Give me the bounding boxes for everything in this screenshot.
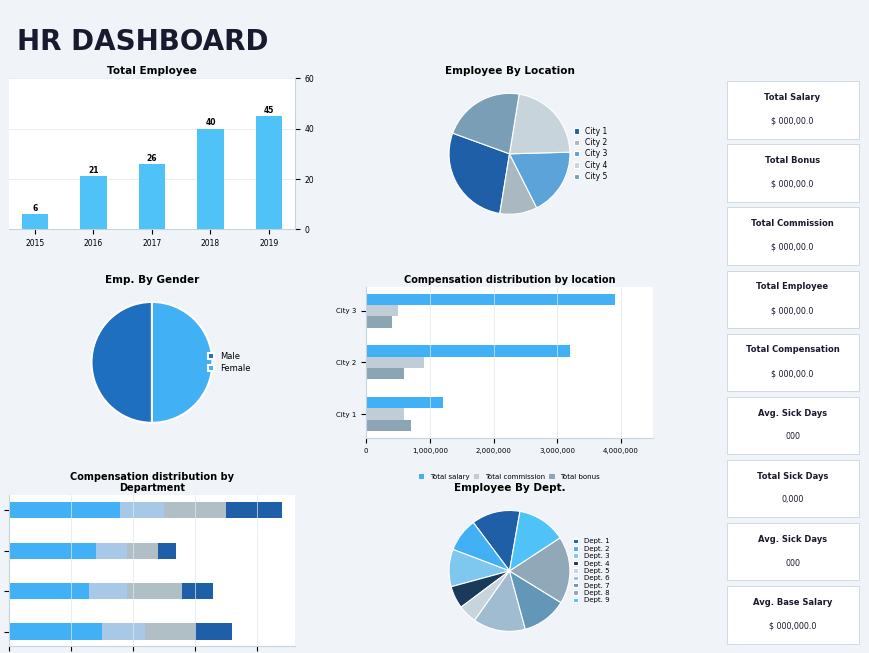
Bar <box>90 583 126 599</box>
Bar <box>366 420 410 431</box>
Text: Total Employee: Total Employee <box>756 282 827 291</box>
Text: 000: 000 <box>784 432 799 441</box>
Wedge shape <box>453 522 509 571</box>
Text: Total Salary: Total Salary <box>764 93 819 102</box>
FancyBboxPatch shape <box>726 523 858 581</box>
Bar <box>9 502 120 518</box>
Bar <box>9 583 90 599</box>
Bar <box>96 543 126 559</box>
FancyBboxPatch shape <box>726 270 858 328</box>
Text: Total Commission: Total Commission <box>750 219 833 228</box>
Legend: City 1, City 2, City 3, City 4, City 5: City 1, City 2, City 3, City 4, City 5 <box>570 123 610 184</box>
Bar <box>126 543 157 559</box>
Bar <box>366 294 614 305</box>
Bar <box>366 357 423 368</box>
Text: Total Compensation: Total Compensation <box>745 345 839 355</box>
Wedge shape <box>473 511 520 571</box>
Bar <box>120 502 163 518</box>
Bar <box>225 502 282 518</box>
Text: Total Bonus: Total Bonus <box>764 156 819 165</box>
Bar <box>197 129 223 229</box>
Wedge shape <box>509 538 569 603</box>
Wedge shape <box>509 94 569 154</box>
Bar <box>195 624 232 639</box>
FancyBboxPatch shape <box>726 460 858 517</box>
Text: $ 000,00.0: $ 000,00.0 <box>771 306 813 315</box>
Text: Avg. Sick Days: Avg. Sick Days <box>757 535 826 544</box>
Text: $ 000,00.0: $ 000,00.0 <box>771 243 813 252</box>
Text: Total Sick Days: Total Sick Days <box>756 471 827 481</box>
Bar <box>163 502 225 518</box>
Text: $ 000,000.0: $ 000,000.0 <box>768 622 815 631</box>
Bar <box>102 624 145 639</box>
Text: 000: 000 <box>784 558 799 567</box>
Title: Employee By Dept.: Employee By Dept. <box>453 483 565 493</box>
Bar <box>366 397 442 408</box>
Title: Emp. By Gender: Emp. By Gender <box>104 275 199 285</box>
Wedge shape <box>91 302 152 422</box>
Text: 40: 40 <box>205 118 216 127</box>
Wedge shape <box>509 511 560 571</box>
Bar <box>9 543 96 559</box>
Legend: Dept. 1, Dept. 2, Dept. 3, Dept. 4, Dept. 5, Dept. 6, Dept. 7, Dept. 8, Dept. 9: Dept. 1, Dept. 2, Dept. 3, Dept. 4, Dept… <box>570 535 611 606</box>
Bar <box>80 176 107 229</box>
Text: Avg. Base Salary: Avg. Base Salary <box>752 598 832 607</box>
Wedge shape <box>152 302 212 422</box>
Bar <box>9 624 102 639</box>
Wedge shape <box>448 133 509 214</box>
Wedge shape <box>461 571 509 620</box>
FancyBboxPatch shape <box>726 397 858 454</box>
Bar <box>126 583 182 599</box>
FancyBboxPatch shape <box>726 144 858 202</box>
Title: Compensation distribution by location: Compensation distribution by location <box>403 275 614 285</box>
Wedge shape <box>451 571 509 607</box>
Bar <box>157 543 176 559</box>
FancyBboxPatch shape <box>726 208 858 265</box>
Bar <box>182 583 213 599</box>
Bar <box>366 408 404 420</box>
Text: 21: 21 <box>88 167 98 175</box>
Title: Employee By Location: Employee By Location <box>444 66 574 76</box>
Text: 26: 26 <box>147 153 157 163</box>
Wedge shape <box>509 571 561 629</box>
Text: $ 000,00.0: $ 000,00.0 <box>771 180 813 189</box>
Text: 6: 6 <box>32 204 37 213</box>
Legend: Total salary, Total commission, Total bonus: Total salary, Total commission, Total bo… <box>415 471 602 483</box>
Text: $ 000,00.0: $ 000,00.0 <box>771 369 813 378</box>
Bar <box>366 368 404 379</box>
Text: Avg. Sick Days: Avg. Sick Days <box>757 409 826 417</box>
Bar <box>22 214 48 229</box>
Title: Total Employee: Total Employee <box>107 66 196 76</box>
Title: Compensation distribution by
Department: Compensation distribution by Department <box>70 471 234 493</box>
Text: 0,000: 0,000 <box>780 496 803 505</box>
Bar <box>255 116 282 229</box>
Bar <box>366 305 398 317</box>
Bar <box>139 164 165 229</box>
Wedge shape <box>509 152 569 208</box>
Text: HR DASHBOARD: HR DASHBOARD <box>17 28 269 56</box>
Text: 45: 45 <box>263 106 274 115</box>
Text: $ 000,00.0: $ 000,00.0 <box>771 117 813 125</box>
Legend: Male, Female: Male, Female <box>204 348 254 376</box>
Wedge shape <box>452 93 519 154</box>
Wedge shape <box>448 549 509 587</box>
Bar <box>366 317 391 328</box>
FancyBboxPatch shape <box>726 586 858 644</box>
Bar <box>366 345 569 357</box>
FancyBboxPatch shape <box>726 334 858 391</box>
Bar <box>145 624 195 639</box>
Wedge shape <box>474 571 525 631</box>
FancyBboxPatch shape <box>726 81 858 138</box>
Wedge shape <box>500 154 536 214</box>
